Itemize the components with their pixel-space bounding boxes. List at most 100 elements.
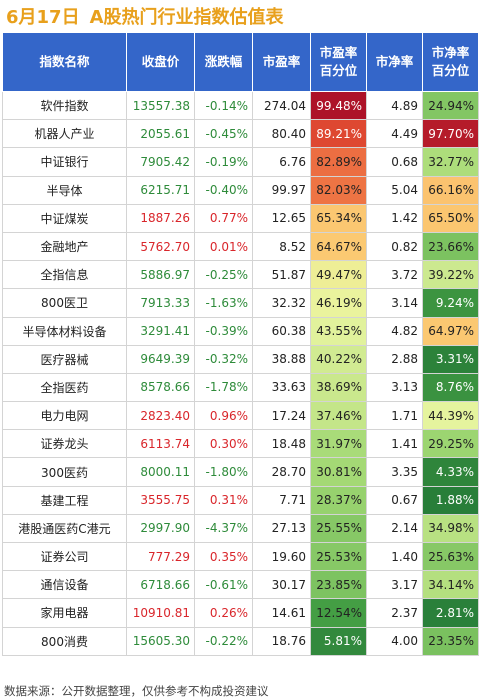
pb-percentile-cell: 23.35%: [422, 626, 479, 656]
table-row: 半导体材料设备 3291.41 -0.39% 60.38 43.55% 4.82 64.97…: [2, 316, 479, 346]
pb-percentile-cell: 1.88%: [422, 485, 479, 515]
pb-percentile-cell: 29.25%: [422, 429, 479, 459]
pb-ratio-cell: 3.14: [366, 288, 423, 318]
header-close: 收盘价: [126, 32, 195, 92]
change-pct-cell: 0.01%: [194, 231, 253, 262]
pe-ratio-cell: 28.70: [252, 457, 311, 487]
valuation-table: 指数名称 收盘价 涨跌幅 市盈率 市盈率百分位 市净率 市净率百分位 软件指数 1…: [2, 32, 479, 656]
close-price-cell: 8578.66: [126, 372, 195, 403]
pe-percentile-cell: 5.81%: [310, 626, 367, 656]
table-row: 中证银行 7905.42 -0.19% 6.76 82.89% 0.68 32.77%: [2, 147, 479, 177]
close-price-cell: 13557.38: [126, 90, 195, 121]
pb-percentile-cell: 25.63%: [422, 541, 479, 572]
pb-ratio-cell: 1.40: [366, 541, 423, 572]
header-index-name: 指数名称: [2, 32, 127, 92]
pe-ratio-cell: 33.63: [252, 372, 311, 403]
pe-ratio-cell: 12.65: [252, 203, 311, 233]
header-pb: 市净率: [366, 32, 423, 92]
header-pb-percentile: 市净率百分位: [422, 32, 479, 92]
footer-note: 数据来源：公开数据整理，仅供参考不构成投资建议: [4, 684, 269, 698]
header-pe-percentile: 市盈率百分位: [310, 32, 367, 92]
index-name-cell: 软件指数: [2, 90, 127, 121]
pe-percentile-cell: 31.97%: [310, 429, 367, 459]
close-price-cell: 6113.74: [126, 429, 195, 459]
pb-percentile-cell: 66.16%: [422, 175, 479, 205]
table-row: 半导体 6215.71 -0.40% 99.97 82.03% 5.04 66.16%: [2, 175, 479, 205]
index-name-cell: 港股通医药C港元: [2, 513, 127, 544]
index-name-cell: 家用电器: [2, 598, 127, 628]
pb-percentile-cell: 4.33%: [422, 457, 479, 487]
table-row: 医疗器械 9649.39 -0.32% 38.88 40.22% 2.88 3.31%: [2, 344, 479, 374]
pb-ratio-cell: 0.68: [366, 147, 423, 177]
change-pct-cell: -0.32%: [194, 344, 253, 374]
pe-percentile-cell: 89.21%: [310, 119, 367, 149]
pe-percentile-cell: 40.22%: [310, 344, 367, 374]
pe-ratio-cell: 274.04: [252, 90, 311, 121]
table-row: 全指医药 8578.66 -1.78% 33.63 38.69% 3.13 8.76%: [2, 372, 479, 403]
close-price-cell: 2997.90: [126, 513, 195, 544]
pe-ratio-cell: 99.97: [252, 175, 311, 205]
pb-percentile-cell: 24.94%: [422, 90, 479, 121]
pe-percentile-cell: 23.85%: [310, 570, 367, 600]
pe-ratio-cell: 32.32: [252, 288, 311, 318]
change-pct-cell: 0.35%: [194, 541, 253, 572]
pe-percentile-cell: 37.46%: [310, 401, 367, 431]
header-change: 涨跌幅: [194, 32, 253, 92]
pb-ratio-cell: 0.82: [366, 231, 423, 262]
pe-ratio-cell: 6.76: [252, 147, 311, 177]
close-price-cell: 3291.41: [126, 316, 195, 346]
pe-ratio-cell: 18.76: [252, 626, 311, 656]
pe-percentile-cell: 82.03%: [310, 175, 367, 205]
index-name-cell: 医疗器械: [2, 344, 127, 374]
change-pct-cell: 0.96%: [194, 401, 253, 431]
close-price-cell: 7913.33: [126, 288, 195, 318]
pe-ratio-cell: 38.88: [252, 344, 311, 374]
pb-ratio-cell: 4.49: [366, 119, 423, 149]
pb-ratio-cell: 2.37: [366, 598, 423, 628]
pb-ratio-cell: 0.67: [366, 485, 423, 515]
change-pct-cell: -0.19%: [194, 147, 253, 177]
change-pct-cell: -1.78%: [194, 372, 253, 403]
index-name-cell: 证券公司: [2, 541, 127, 572]
pe-percentile-cell: 25.53%: [310, 541, 367, 572]
pb-percentile-cell: 39.22%: [422, 260, 479, 290]
pb-ratio-cell: 4.82: [366, 316, 423, 346]
close-price-cell: 6215.71: [126, 175, 195, 205]
close-price-cell: 10910.81: [126, 598, 195, 628]
pe-percentile-cell: 99.48%: [310, 90, 367, 121]
table-row: 300医药 8000.11 -1.80% 28.70 30.81% 3.35 4.33%: [2, 457, 479, 487]
change-pct-cell: -0.14%: [194, 90, 253, 121]
pe-ratio-cell: 27.13: [252, 513, 311, 544]
pe-ratio-cell: 8.52: [252, 231, 311, 262]
index-name-cell: 电力电网: [2, 401, 127, 431]
pb-percentile-cell: 23.66%: [422, 231, 479, 262]
change-pct-cell: -0.61%: [194, 570, 253, 600]
table-row: 全指信息 5886.97 -0.25% 51.87 49.47% 3.72 39.22%: [2, 260, 479, 290]
pb-percentile-cell: 9.24%: [422, 288, 479, 318]
index-name-cell: 半导体材料设备: [2, 316, 127, 346]
table-header-row: 指数名称 收盘价 涨跌幅 市盈率 市盈率百分位 市净率 市净率百分位: [2, 32, 479, 92]
pe-ratio-cell: 7.71: [252, 485, 311, 515]
table-row: 电力电网 2823.40 0.96% 17.24 37.46% 1.71 44.39%: [2, 401, 479, 431]
change-pct-cell: -0.40%: [194, 175, 253, 205]
pe-ratio-cell: 80.40: [252, 119, 311, 149]
pe-ratio-cell: 14.61: [252, 598, 311, 628]
pe-percentile-cell: 28.37%: [310, 485, 367, 515]
pb-percentile-cell: 65.50%: [422, 203, 479, 233]
change-pct-cell: 0.26%: [194, 598, 253, 628]
index-name-cell: 基建工程: [2, 485, 127, 515]
index-name-cell: 800消费: [2, 626, 127, 656]
index-name-cell: 全指医药: [2, 372, 127, 403]
table-row: 中证煤炭 1887.26 0.77% 12.65 65.34% 1.42 65.50%: [2, 203, 479, 233]
pb-ratio-cell: 4.00: [366, 626, 423, 656]
title-date: 6月17日: [6, 7, 80, 28]
close-price-cell: 777.29: [126, 541, 195, 572]
pb-ratio-cell: 1.41: [366, 429, 423, 459]
title-text: A股热门行业指数估值表: [89, 7, 284, 28]
pe-percentile-cell: 30.81%: [310, 457, 367, 487]
close-price-cell: 8000.11: [126, 457, 195, 487]
pb-ratio-cell: 4.89: [366, 90, 423, 121]
pe-ratio-cell: 18.48: [252, 429, 311, 459]
table-row: 证券公司 777.29 0.35% 19.60 25.53% 1.40 25.63%: [2, 541, 479, 572]
index-name-cell: 全指信息: [2, 260, 127, 290]
